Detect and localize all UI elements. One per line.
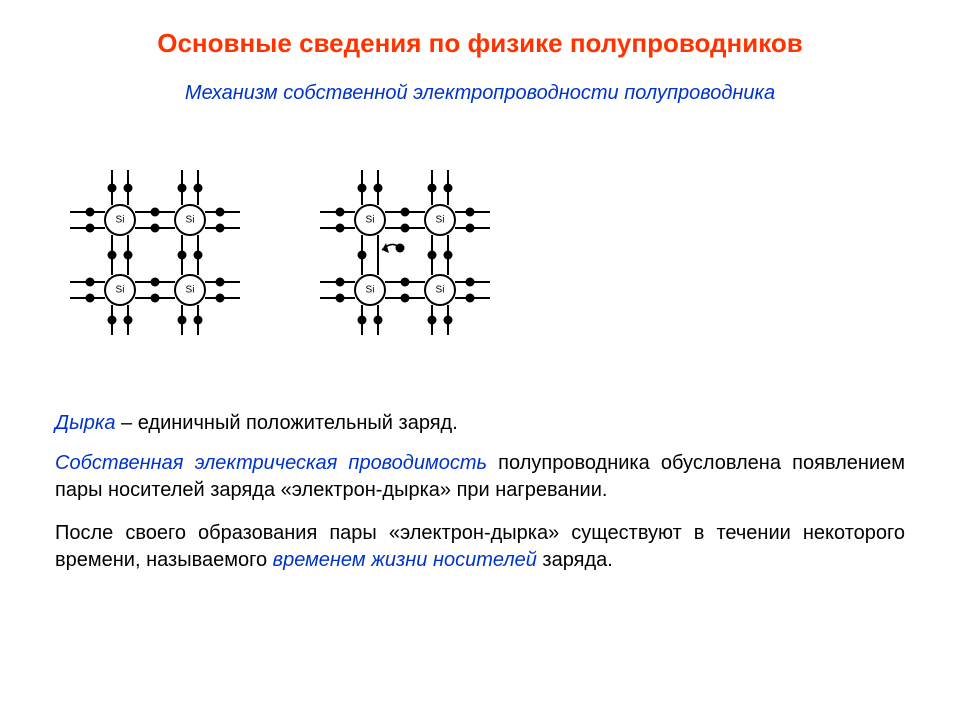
- svg-text:Si: Si: [436, 215, 445, 226]
- term-hole: Дырка: [55, 412, 116, 434]
- slide-page: Основные сведения по физике полупроводни…: [0, 0, 960, 720]
- svg-text:Si: Si: [116, 285, 125, 296]
- p1-rest: – единичный положительный заряд.: [116, 412, 458, 434]
- svg-text:Si: Si: [366, 215, 375, 226]
- paragraph-2: Собственная электрическая проводимость п…: [55, 450, 905, 504]
- term-intrinsic-conductivity: Собственная электрическая проводимость: [55, 452, 487, 474]
- svg-text:Si: Si: [436, 285, 445, 296]
- paragraph-3: После своего образования пары «электрон-…: [55, 520, 905, 574]
- svg-text:Si: Si: [116, 215, 125, 226]
- main-title: Основные сведения по физике полупроводни…: [0, 28, 960, 59]
- paragraph-1: Дырка – единичный положительный заряд.: [55, 410, 905, 437]
- svg-text:Si: Si: [186, 215, 195, 226]
- svg-text:Si: Si: [186, 285, 195, 296]
- p3-post: заряда.: [537, 549, 613, 571]
- term-carrier-lifetime: временем жизни носителей: [273, 549, 537, 571]
- lattice-svg: Si Si Si Si Si Si Si Si: [50, 160, 550, 360]
- lattice-diagram: Si Si Si Si Si Si Si Si: [50, 160, 550, 360]
- svg-text:Si: Si: [366, 285, 375, 296]
- subtitle: Механизм собственной электропроводности …: [0, 82, 960, 105]
